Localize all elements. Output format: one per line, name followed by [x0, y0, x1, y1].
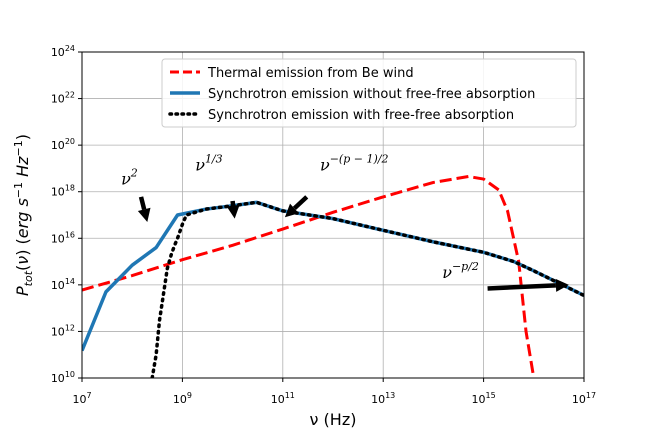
annotation-exponent: 2: [130, 167, 138, 180]
plot-frame: [81, 51, 585, 379]
annotation-exponent: −(p − 1)/2: [330, 153, 389, 166]
x-tick-label: 107: [72, 391, 91, 406]
y-axis-label-part: tot: [22, 270, 35, 286]
annotation-arrow-head-2: [226, 204, 240, 219]
annotation-base: ν: [442, 263, 452, 282]
y-tick-label-base: 10: [51, 46, 65, 59]
y-tick-label-base: 10: [51, 186, 65, 199]
annotation-label-1: ν2: [121, 167, 138, 189]
annotation-base: ν: [320, 156, 330, 175]
y-axis-label-part: ) (: [13, 238, 32, 256]
legend: Thermal emission from Be wind Synchrotron…: [161, 58, 577, 128]
x-tick-label: 1015: [472, 391, 496, 406]
legend-label-1: Thermal emission from Be wind: [207, 66, 414, 81]
annotation-exponent: 1/3: [205, 153, 223, 166]
y-axis-label-part: erg s: [13, 198, 32, 238]
legend-box: [161, 58, 577, 128]
y-tick-label-base: 10: [51, 93, 65, 106]
annotation-arrow-head-3: [284, 203, 299, 218]
y-axis-label-part: Hz: [13, 156, 32, 182]
x-tick-label-base: 10: [371, 393, 385, 406]
x-tick-label: 1013: [371, 391, 395, 406]
annotation-arrow-shaft-1: [138, 196, 147, 210]
y-tick-label: 1010: [51, 370, 75, 385]
y-tick-label-base: 10: [51, 232, 65, 245]
y-tick-label-exponent: 24: [65, 44, 75, 53]
y-tick-label: 1022: [51, 91, 75, 106]
y-tick-label-base: 10: [51, 372, 65, 385]
series-line-3: [150, 200, 584, 378]
series-group: [82, 175, 584, 378]
legend-label-2: Synchrotron emission without free-free a…: [208, 87, 535, 102]
x-tick-label-base: 10: [572, 393, 586, 406]
x-tick-label: 1017: [572, 391, 596, 406]
y-axis-label-part: −1: [12, 140, 25, 156]
y-tick-label-base: 10: [51, 279, 65, 292]
annotation-label-4: ν−p/2: [442, 260, 479, 282]
y-tick-label-exponent: 10: [65, 370, 75, 379]
annotation-base: ν: [121, 170, 131, 189]
x-tick-label-exponent: 13: [385, 391, 395, 400]
y-tick-label-exponent: 16: [65, 230, 75, 239]
annotation-label-2: ν1/3: [195, 153, 222, 175]
annotation-label-3: ν−(p − 1)/2: [320, 153, 389, 175]
ticks: 107 109 1011 1013 1015 1017101010121014101610…: [51, 44, 596, 406]
y-tick-label-base: 10: [51, 139, 65, 152]
x-tick-label-base: 10: [173, 393, 187, 406]
x-tick-label-base: 10: [472, 393, 486, 406]
y-tick-label: 1016: [51, 230, 75, 245]
y-tick-label: 1024: [51, 44, 75, 59]
x-tick-label: 1011: [271, 391, 295, 406]
x-tick-label-exponent: 7: [86, 391, 91, 400]
series-line-2: [82, 200, 584, 352]
x-tick-label-exponent: 17: [586, 391, 596, 400]
annotations: ν2 ν1/3 ν−(p − 1)/2ν−p/2: [121, 153, 569, 292]
y-axis-label-part: (: [13, 265, 32, 271]
y-axis-label: Ptot(ν) (erg s−1 Hz−1): [12, 134, 35, 296]
y-tick-label-exponent: 12: [65, 323, 75, 332]
x-tick-label: 109: [173, 391, 192, 406]
x-tick-label-exponent: 9: [187, 391, 192, 400]
annotation-exponent: −p/2: [452, 260, 479, 273]
annotation-arrow-shaft-4: [487, 283, 557, 291]
y-tick-label-exponent: 20: [65, 137, 75, 146]
annotation-arrow-head-4: [555, 278, 569, 292]
annotation-arrow-shaft-2: [230, 200, 236, 206]
annotation-arrow-head-1: [137, 207, 151, 222]
x-tick-label-exponent: 11: [285, 391, 295, 400]
y-tick-label-exponent: 22: [65, 91, 75, 100]
y-tick-label-base: 10: [51, 325, 65, 338]
x-tick-label-base: 10: [72, 393, 86, 406]
x-tick-label-base: 10: [271, 393, 285, 406]
x-axis-label: ν (Hz): [310, 410, 357, 429]
x-tick-label-exponent: 15: [486, 391, 496, 400]
y-tick-label: 1018: [51, 184, 75, 199]
y-tick-label-exponent: 14: [65, 277, 75, 286]
annotation-base: ν: [195, 156, 205, 175]
legend-label-3: Synchrotron emission with free-free abso…: [208, 108, 514, 123]
annotation-arrow-shaft-3: [292, 195, 309, 211]
y-tick-label: 1012: [51, 323, 75, 338]
series-line-1: [82, 175, 536, 378]
y-axis-label-part: −1: [12, 182, 25, 198]
y-tick-label: 1014: [51, 277, 75, 292]
y-tick-label-exponent: 18: [65, 184, 75, 193]
y-axis-label-part: P: [13, 286, 32, 296]
y-tick-label: 1020: [51, 137, 75, 152]
y-axis-label-part: ν: [13, 256, 32, 265]
y-axis-label-part: ): [13, 134, 32, 140]
